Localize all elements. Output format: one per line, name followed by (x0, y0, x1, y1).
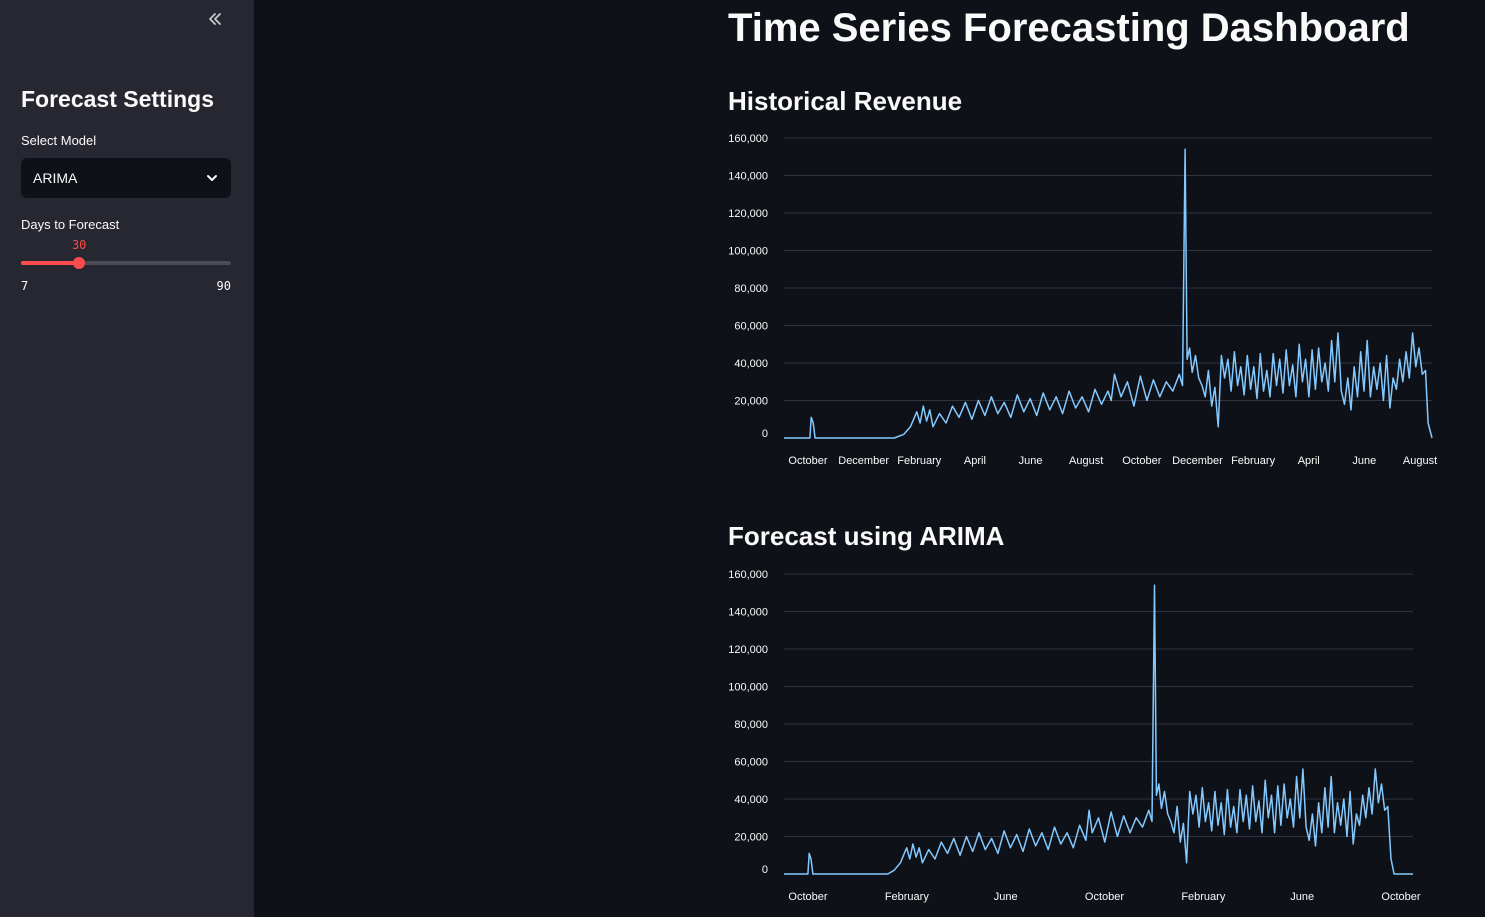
historical-chart-y-tick-label: 20,000 (734, 396, 768, 408)
historical-chart-x-tick-label: August (1403, 455, 1437, 467)
forecast-chart-x-tick-label: October (1381, 891, 1420, 903)
days-slider-thumb[interactable] (73, 257, 86, 269)
historical-chart-series-line (784, 148, 1433, 439)
forecast-chart-x-tick-label: February (1181, 891, 1226, 903)
forecast-chart-y-tick-label: 140,000 (728, 607, 768, 619)
historical-chart-y-tick-label: 0 (762, 428, 768, 440)
forecast-chart-y-tick-label: 100,000 (728, 682, 768, 694)
historical-chart-x-tick-label: August (1069, 455, 1103, 467)
model-select-label: Select Model (21, 133, 97, 148)
forecast-chart-x-tick-label: June (1290, 891, 1314, 903)
historical-chart-x-tick-label: October (788, 455, 827, 467)
days-slider-max: 90 (216, 279, 231, 293)
sidebar: Forecast Settings Select Model ARIMA Day… (0, 0, 254, 917)
historical-chart-y-tick-label: 60,000 (734, 321, 768, 333)
historical-chart-y-tick-label: 160,000 (728, 133, 768, 145)
forecast-chart-y-tick-label: 80,000 (734, 719, 768, 731)
forecast-chart-y-tick-label: 120,000 (728, 644, 768, 656)
days-slider-track[interactable] (21, 261, 231, 265)
days-slider-fill (21, 261, 80, 265)
days-slider[interactable]: 30 7 90 (21, 238, 231, 298)
model-select-value: ARIMA (33, 170, 78, 186)
forecast-chart-y-tick-label: 160,000 (728, 569, 768, 581)
forecast-chart-x-tick-label: October (1085, 891, 1124, 903)
forecast-chart-title: Forecast using ARIMA (728, 521, 1005, 551)
historical-chart-y-tick-label: 40,000 (734, 358, 768, 370)
forecast-chart-x-tick-label: October (788, 891, 827, 903)
forecast-chart-y-tick-label: 60,000 (734, 757, 768, 769)
historical-chart-x-tick-label: April (1298, 455, 1320, 467)
forecast-chart: 0 20,000 40,000 60,000 80,000 100,000 120,000 1… (728, 569, 1421, 903)
forecast-chart-x-tick-label: June (994, 891, 1018, 903)
forecast-chart-y-tick-label: 20,000 (734, 832, 768, 844)
historical-chart-y-tick-label: 120,000 (728, 208, 768, 220)
double-chevron-left-icon (209, 13, 221, 25)
historical-chart-x-tick-label: June (1352, 455, 1376, 467)
historical-chart-x-tick-label: October (1122, 455, 1161, 467)
historical-chart-y-tick-label: 100,000 (728, 246, 768, 258)
forecast-chart-x-tick-label: February (885, 891, 930, 903)
historical-chart-y-tick-label: 140,000 (728, 171, 768, 183)
days-slider-label: Days to Forecast (21, 217, 120, 232)
historical-chart-y-tick-label: 80,000 (734, 283, 768, 295)
days-slider-value: 30 (71, 238, 87, 252)
days-slider-min: 7 (21, 279, 29, 293)
historical-chart-x-tick-label: December (838, 455, 889, 467)
page-title: Time Series Forecasting Dashboard (728, 6, 1410, 50)
historical-chart-x-tick-label: February (897, 455, 942, 467)
forecast-chart-y-tick-label: 0 (762, 864, 768, 876)
chevron-down-icon (207, 175, 217, 181)
historical-chart-x-tick-label: February (1231, 455, 1276, 467)
forecast-chart-y-tick-label: 40,000 (734, 794, 768, 806)
historical-revenue-chart: 0 20,000 40,000 60,000 80,000 100,000 120,000 1… (728, 133, 1437, 467)
forecast-chart-series-line (784, 584, 1413, 875)
sidebar-title: Forecast Settings (21, 86, 214, 112)
historical-chart-title: Historical Revenue (728, 86, 963, 116)
historical-chart-x-tick-label: April (964, 455, 986, 467)
historical-chart-x-tick-label: December (1172, 455, 1223, 467)
historical-chart-x-tick-label: June (1019, 455, 1043, 467)
model-select[interactable]: ARIMA (21, 158, 231, 198)
collapse-sidebar-button[interactable] (204, 8, 226, 30)
